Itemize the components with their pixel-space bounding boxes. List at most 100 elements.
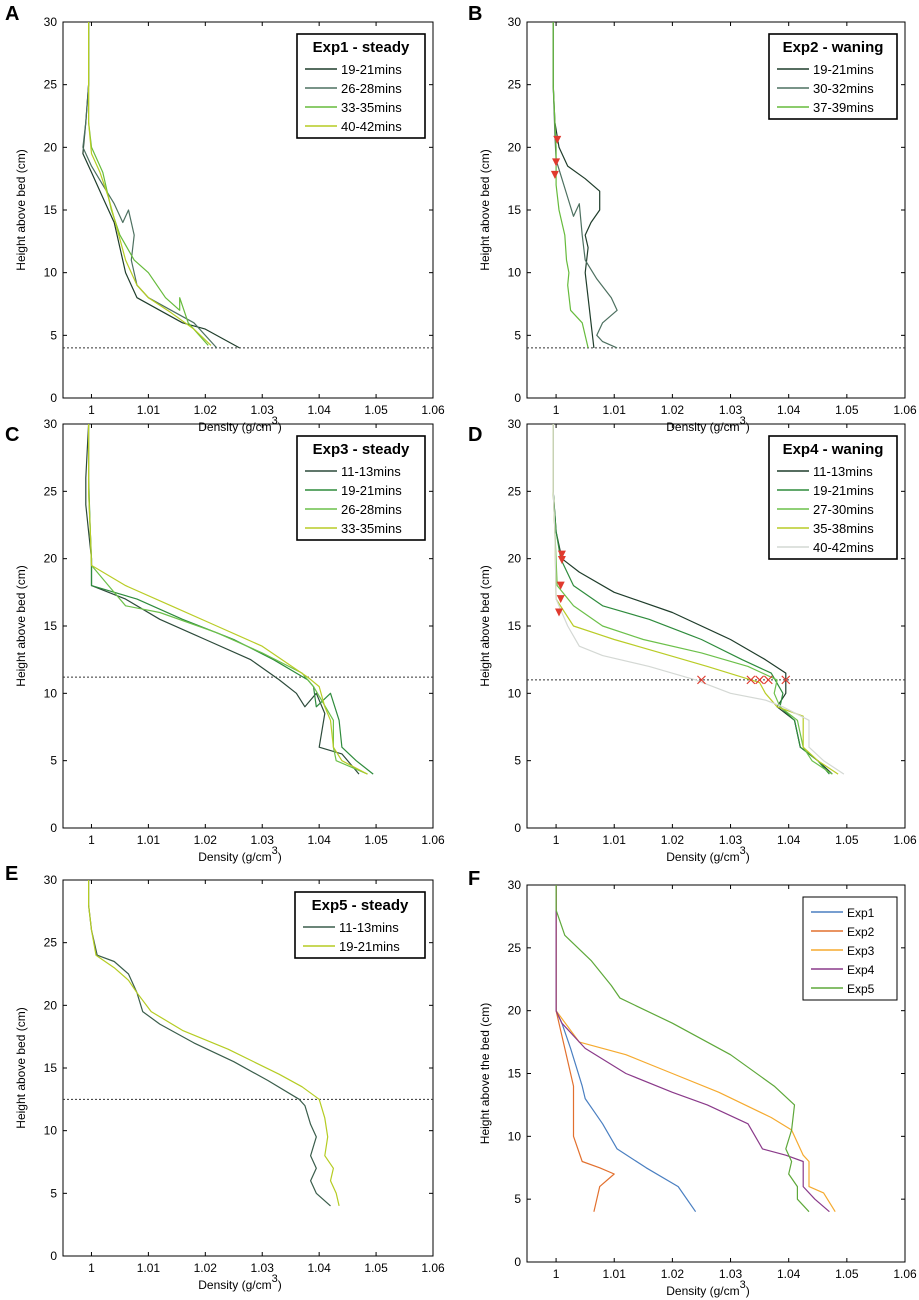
legend-label: 40-42mins [813, 540, 874, 555]
x-tick-label: 1.02 [194, 833, 218, 847]
y-tick-label: 0 [50, 1249, 57, 1263]
y-tick-label: 5 [50, 754, 57, 768]
x-tick-label: 1 [88, 1261, 95, 1275]
y-tick-label: 30 [44, 15, 58, 29]
x-axis-label-text: Density (g/cm [198, 1278, 271, 1292]
y-tick-label: 30 [508, 878, 522, 892]
y-tick-label: 20 [508, 140, 522, 154]
x-tick-label: 1.03 [251, 1261, 275, 1275]
y-tick-label: 0 [50, 391, 57, 405]
cross-marker-stroke [763, 675, 773, 685]
x-tick-label: 1.02 [194, 1261, 218, 1275]
x-tick-label: 1 [88, 833, 95, 847]
series-line-3 [555, 885, 830, 1213]
legend: Exp3 - steady 11-13mins 19-21mins 26-28mins… [296, 435, 426, 541]
x-axis-label-text: Density (g/cm [666, 420, 739, 434]
series-line-1 [87, 880, 340, 1207]
x-tick-label: 1.06 [893, 833, 917, 847]
legend-label: 11-13mins [341, 464, 401, 479]
panel-letter: F [468, 868, 480, 890]
x-axis-label-text: Density (g/cm [198, 420, 271, 434]
legend-label: 11-13mins [339, 920, 399, 935]
x-tick-label: 1.05 [364, 1261, 388, 1275]
panel-a: A 0 5 10 15 20 25 30 1 1.01 1.02 1.03 1.04 1.05 1.06 De… [5, 3, 445, 434]
legend-label: 40-42mins [341, 119, 402, 134]
x-axis-label: Density (g/cm3) [666, 845, 749, 864]
legend-box [802, 896, 898, 1001]
y-tick-label: 5 [514, 754, 521, 768]
series-line-0 [85, 423, 360, 775]
cross-marker-stroke [781, 675, 791, 685]
y-tick-label: 25 [44, 484, 58, 498]
x-axis-label-text: Density (g/cm [666, 850, 739, 864]
cross-marker [746, 675, 756, 685]
series-line-3 [87, 424, 368, 775]
x-tick-label: 1 [553, 403, 560, 417]
panel-c: C 0 5 10 15 20 25 30 1 1.01 1.02 1.03 1.04 1.05 1.06 De… [5, 417, 445, 864]
x-tick-label: 1.05 [835, 403, 859, 417]
cross-marker [781, 675, 791, 685]
legend-box [296, 435, 426, 541]
triangle-marker [556, 581, 565, 590]
y-tick-label: 0 [50, 821, 57, 835]
y-tick-label: 10 [508, 266, 522, 280]
panel-letter: B [468, 3, 482, 25]
legend-label: Exp1 [847, 906, 875, 920]
y-tick-label: 0 [514, 1255, 521, 1269]
x-tick-label: 1.04 [777, 833, 801, 847]
x-tick-label: 1.01 [603, 1267, 627, 1281]
triangle-marker [550, 170, 559, 179]
y-tick-label: 20 [508, 552, 522, 566]
y-axis-label: Height above the bed (cm) [478, 1003, 492, 1144]
y-tick-label: 20 [44, 552, 58, 566]
x-axis-label: Density (g/cm3) [198, 1273, 281, 1292]
y-tick-label: 10 [44, 686, 58, 700]
y-tick-label: 15 [508, 1067, 522, 1081]
legend-label: 26-28mins [341, 81, 402, 96]
x-tick-label: 1.02 [661, 833, 685, 847]
x-tick-label: 1.03 [719, 403, 743, 417]
legend-label: 30-32mins [813, 81, 874, 96]
legend-title: Exp5 - steady [312, 897, 409, 914]
x-tick-label: 1.04 [307, 833, 331, 847]
series-line-1 [552, 424, 830, 775]
panel-d: D 0 5 10 15 20 25 30 1 1.01 1.02 1.03 1.04 1.05 1.06 De… [468, 417, 917, 864]
y-tick-label: 0 [514, 821, 521, 835]
x-tick-label: 1.05 [364, 403, 388, 417]
x-tick-label: 1.06 [893, 403, 917, 417]
series-line-2 [552, 424, 833, 775]
legend-label: Exp4 [847, 963, 875, 977]
triangle-marker [554, 608, 563, 617]
series-line-2 [552, 22, 589, 349]
x-tick-label: 1.04 [307, 1261, 331, 1275]
legend-label: 33-35mins [341, 521, 402, 536]
cross-marker-stroke [746, 675, 756, 685]
y-tick-label: 30 [508, 15, 522, 29]
x-axis-label-close: ) [278, 1278, 282, 1292]
y-axis-label: Height above bed (cm) [14, 149, 28, 270]
series-line-0 [555, 885, 697, 1213]
y-tick-label: 5 [514, 1192, 521, 1206]
x-axis-label-close: ) [746, 420, 750, 434]
series-line-0 [82, 22, 240, 349]
x-tick-label: 1.02 [661, 1267, 685, 1281]
x-axis-label-close: ) [278, 420, 282, 434]
y-tick-label: 5 [50, 1186, 57, 1200]
panel-letter: A [5, 3, 19, 25]
triangle-marker [557, 550, 566, 559]
legend-label: 19-21mins [813, 62, 874, 77]
x-tick-label: 1.06 [893, 1267, 917, 1281]
x-tick-label: 1.02 [194, 403, 218, 417]
y-tick-label: 15 [508, 203, 522, 217]
x-tick-label: 1 [88, 403, 95, 417]
legend: Exp4 - waning 11-13mins 19-21mins 27-30mins… [768, 435, 898, 560]
panel-letter: C [5, 424, 19, 446]
y-tick-label: 20 [508, 1004, 522, 1018]
y-axis-label: Height above bed (cm) [14, 565, 28, 686]
x-tick-label: 1.01 [603, 403, 627, 417]
x-tick-label: 1.06 [421, 833, 445, 847]
y-tick-label: 5 [514, 328, 521, 342]
legend-label: 19-21mins [339, 939, 400, 954]
triangle-marker [552, 158, 561, 167]
